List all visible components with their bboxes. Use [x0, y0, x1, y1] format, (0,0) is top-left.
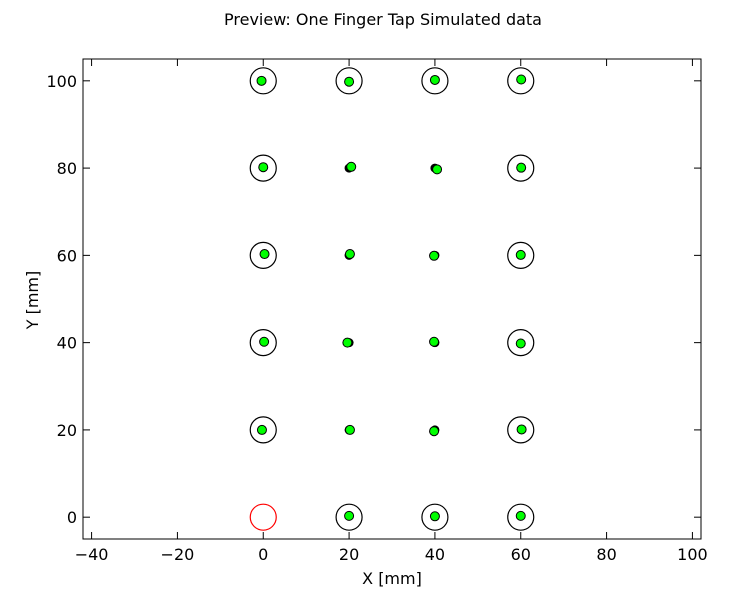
- x-tick-label: 80: [596, 545, 616, 564]
- tap-point: [516, 424, 527, 435]
- tap-point: [344, 510, 355, 521]
- x-axis-label: X [mm]: [362, 569, 422, 588]
- tap-point: [429, 74, 440, 85]
- tap-point: [429, 511, 440, 522]
- target-circle: [249, 67, 277, 95]
- target-circle: [507, 329, 535, 357]
- x-tick-label: 0: [258, 545, 268, 564]
- target-circle: [335, 67, 363, 95]
- target-circle: [507, 67, 535, 95]
- tap-point: [259, 336, 270, 347]
- x-tick-label: −20: [161, 545, 195, 564]
- tap-point: [515, 249, 526, 260]
- x-tick-label: 20: [339, 545, 359, 564]
- tap-point: [516, 162, 527, 173]
- x-tick-label: −40: [75, 545, 109, 564]
- x-tick-label: 100: [677, 545, 708, 564]
- tap-point: [258, 162, 269, 173]
- y-tick-label: 40: [57, 334, 77, 353]
- highlighted-target-circle: [249, 503, 277, 531]
- tap-point: [342, 337, 353, 348]
- target-circle: [507, 416, 535, 444]
- tap-point: [429, 250, 440, 261]
- x-tick-label: 40: [425, 545, 445, 564]
- chart-title: Preview: One Finger Tap Simulated data: [224, 10, 542, 29]
- axes-frame: [82, 58, 702, 540]
- y-tick-label: 0: [67, 508, 77, 527]
- tap-point: [516, 74, 527, 85]
- y-axis-label: Y [mm]: [23, 271, 42, 331]
- tap-point: [346, 161, 357, 172]
- target-circle: [249, 241, 277, 269]
- target-circle: [507, 154, 535, 182]
- tap-point: [515, 510, 526, 521]
- tap-point: [256, 424, 267, 435]
- target-circle: [507, 503, 535, 531]
- tap-point: [432, 164, 443, 175]
- x-tick-label: 60: [511, 545, 531, 564]
- target-circle: [421, 67, 449, 95]
- target-circle: [507, 241, 535, 269]
- tap-point: [259, 249, 270, 260]
- y-tick-label: 100: [46, 72, 77, 91]
- y-tick-label: 20: [57, 421, 77, 440]
- target-circle: [249, 416, 277, 444]
- target-circle: [249, 154, 277, 182]
- tap-point: [256, 75, 267, 86]
- y-tick-label: 80: [57, 159, 77, 178]
- target-circle: [249, 329, 277, 357]
- target-circle: [335, 503, 363, 531]
- tap-point: [429, 426, 440, 437]
- tap-point: [344, 76, 355, 87]
- tap-point: [515, 338, 526, 349]
- data-points: [249, 67, 535, 531]
- tap-point: [344, 424, 355, 435]
- y-tick-label: 60: [57, 246, 77, 265]
- tap-point: [429, 336, 440, 347]
- tap-point: [344, 249, 355, 260]
- axis-ticks: −40 −20 0 20 40 60 80 100 0 20 40 60 80 100: [46, 59, 708, 564]
- target-circle: [421, 503, 449, 531]
